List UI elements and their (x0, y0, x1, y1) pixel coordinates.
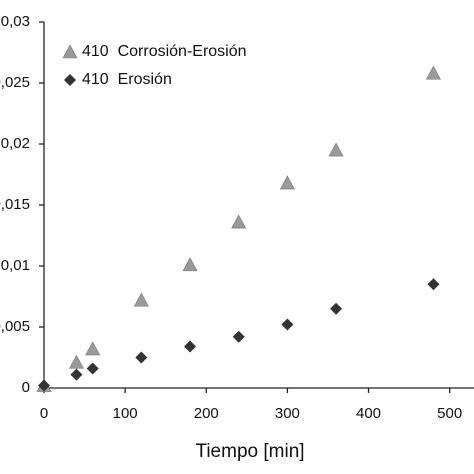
data-point (70, 368, 83, 381)
data-point (425, 65, 441, 80)
x-tick-label: 300 (275, 405, 300, 422)
data-point (328, 142, 344, 157)
y-tick-label: 0 (22, 379, 30, 396)
x-tick-label: 0 (40, 405, 48, 422)
legend-marker (64, 74, 76, 86)
x-tick-label: 100 (113, 405, 138, 422)
data-point (281, 318, 294, 331)
data-point (182, 257, 198, 272)
data-point (38, 379, 50, 392)
x-tick-label: 400 (356, 405, 381, 422)
legend-label: 410 Corrosión-Erosión (82, 43, 247, 60)
y-tick-label: 0,025 (0, 74, 30, 91)
data-point (86, 362, 99, 375)
legend-marker (62, 44, 78, 59)
y-tick-label: 0,01 (1, 257, 30, 274)
data-point (133, 292, 149, 307)
y-tick-label: 0,005 (0, 318, 30, 335)
y-tick-label: 0,03 (1, 13, 30, 30)
data-point (279, 175, 295, 190)
data-point (232, 330, 245, 343)
data-point (184, 340, 197, 353)
data-point (427, 278, 440, 291)
data-point (231, 214, 247, 229)
legend-label: 410 Erosión (82, 71, 172, 88)
x-axis-title: Tiempo [min] (195, 441, 304, 462)
x-tick-label: 200 (194, 405, 219, 422)
data-point (68, 354, 84, 369)
data-point (330, 302, 343, 315)
y-tick-label: 0,02 (1, 135, 30, 152)
x-tick-label: 500 (437, 405, 462, 422)
data-point (135, 351, 148, 364)
y-tick-label: 0,015 (0, 196, 30, 213)
data-point (85, 341, 101, 356)
